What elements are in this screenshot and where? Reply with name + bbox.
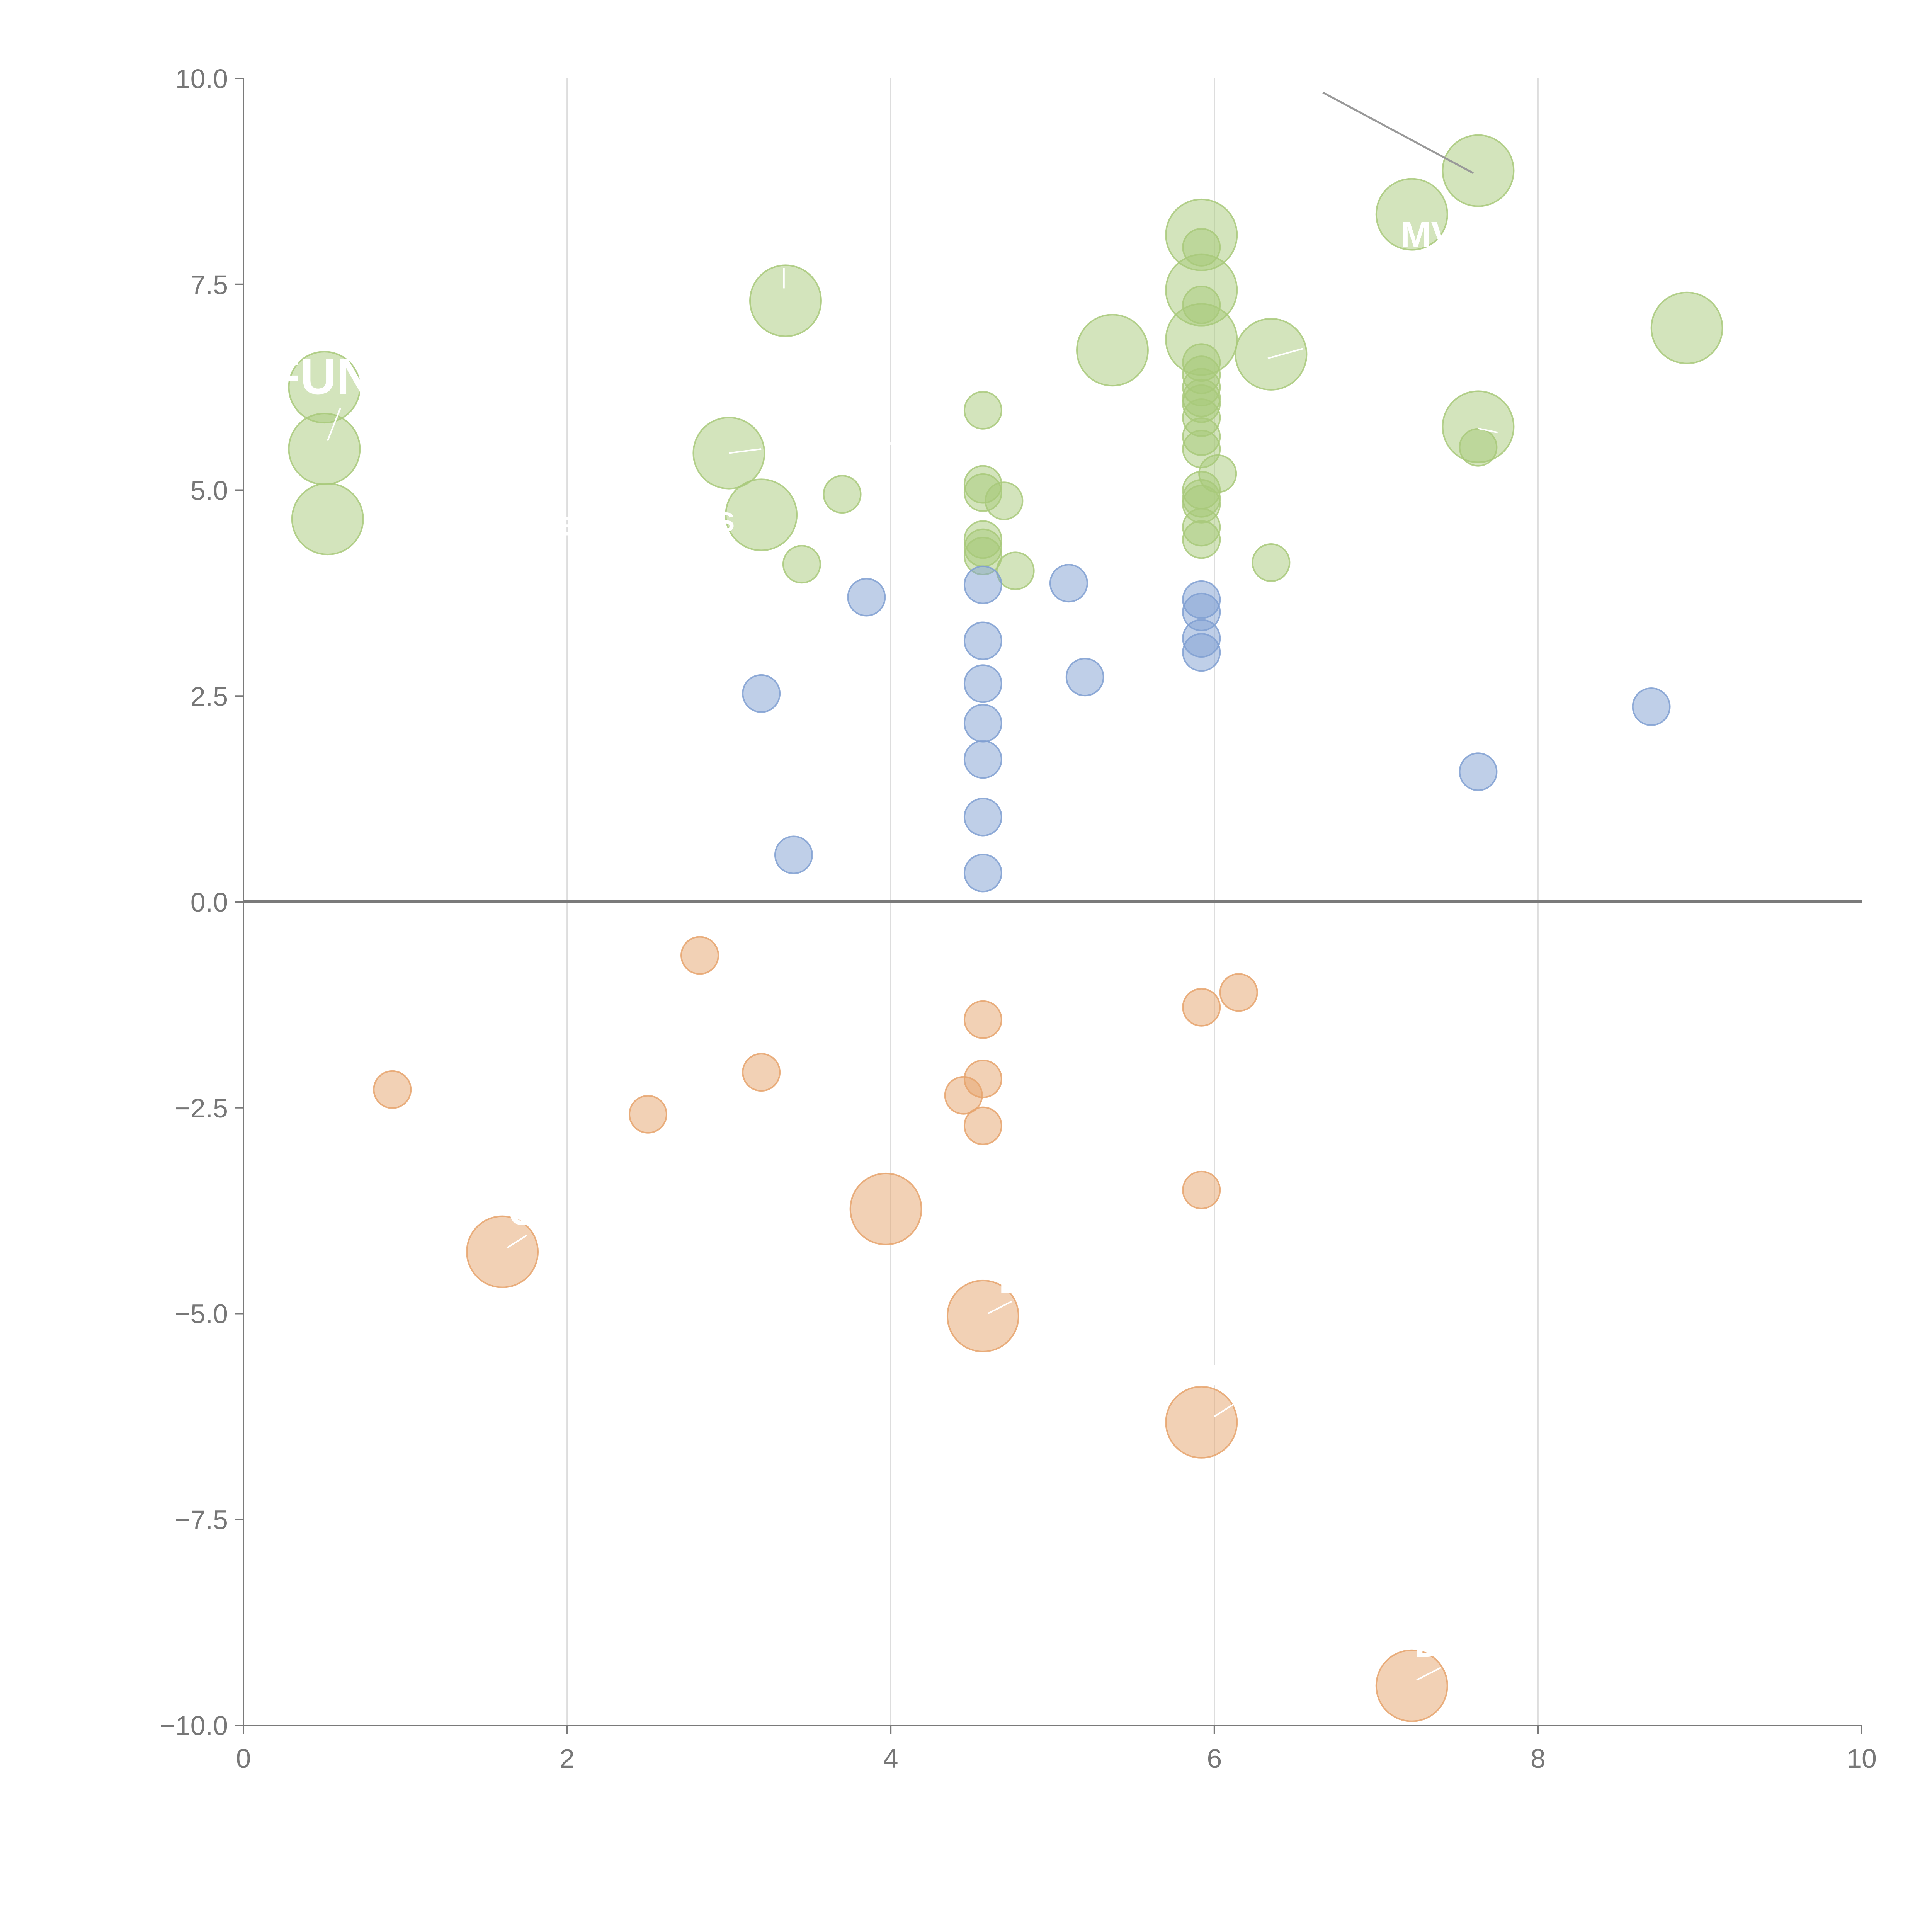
data-point-low <box>1049 564 1088 603</box>
label-connector <box>987 1300 1013 1315</box>
data-point-negative <box>1182 1170 1221 1209</box>
point-label: C <box>1209 1355 1236 1396</box>
data-point-high <box>1442 134 1515 207</box>
y-tick-label: 10.0 <box>175 64 228 94</box>
data-point-negative <box>1165 1386 1238 1459</box>
point-label: C <box>509 1192 535 1233</box>
data-point-negative <box>963 1060 1002 1099</box>
data-point-low <box>742 674 781 713</box>
data-point-high <box>749 264 822 337</box>
data-point-negative <box>373 1070 412 1109</box>
x-tick-label: 4 <box>883 1743 898 1774</box>
point-label: MV <box>1400 214 1456 255</box>
data-point-low <box>847 578 886 617</box>
data-point-negative <box>946 1279 1019 1352</box>
data-point-negative <box>849 1172 922 1245</box>
axes: 0 2 4 6 8 10 10.0 7.5 5.0 2.5 0.0 −2.5 −5.0 −7.5 −10.0 <box>160 64 1877 1774</box>
y-tick-label: 7.5 <box>190 270 228 300</box>
data-point-low <box>963 798 1002 837</box>
label-connector <box>1478 427 1498 434</box>
data-point-negative <box>963 1000 1002 1039</box>
data-point-high <box>996 551 1035 590</box>
x-tick-label: 8 <box>1531 1743 1546 1774</box>
data-point-negative <box>629 1095 667 1134</box>
point-label: D <box>999 1260 1026 1301</box>
data-point-high <box>1650 291 1723 364</box>
leader-line <box>1322 92 1474 174</box>
point-label: C <box>541 1185 561 1215</box>
data-point-low <box>963 621 1002 660</box>
y-tick-label: 2.5 <box>190 681 228 711</box>
data-point-high <box>725 478 798 551</box>
data-point-low <box>963 740 1002 779</box>
data-point-high <box>985 481 1024 520</box>
point-label: E <box>874 420 892 451</box>
data-point-high <box>1252 543 1291 582</box>
data-point-negative <box>1375 1649 1448 1722</box>
data-point-high <box>1076 314 1149 387</box>
data-point-negative <box>680 936 719 975</box>
data-point-low <box>774 835 813 874</box>
y-tick-label: 0.0 <box>190 887 228 917</box>
point-label: S <box>717 507 735 537</box>
data-point-low <box>963 704 1002 743</box>
y-tick-label: −7.5 <box>175 1505 228 1535</box>
data-point-high <box>963 391 1002 430</box>
x-tick-label: 2 <box>560 1743 575 1774</box>
data-point-negative <box>963 1106 1002 1145</box>
data-point-high <box>1182 520 1221 559</box>
data-point-high <box>288 412 361 485</box>
label-connector <box>1267 348 1304 359</box>
y-tick-label: −5.0 <box>175 1299 228 1329</box>
data-point-low <box>1065 658 1104 697</box>
label-connector <box>327 407 342 441</box>
data-point-high <box>1375 178 1448 251</box>
y-tick-label: −2.5 <box>175 1093 228 1123</box>
point-label: S <box>1192 169 1211 199</box>
x-tick-label: 6 <box>1207 1743 1222 1774</box>
label-connector <box>1214 1403 1235 1417</box>
label-connector <box>1416 1667 1442 1681</box>
data-point-low <box>1632 687 1671 726</box>
data-point-low <box>1182 633 1221 672</box>
y-tick-label: −10.0 <box>160 1711 228 1741</box>
point-label: FUN <box>269 348 372 405</box>
data-point-high <box>291 483 364 556</box>
data-points <box>288 134 1723 1722</box>
data-point-negative <box>742 1053 781 1092</box>
x-tick-label: 0 <box>236 1743 251 1774</box>
label-connector <box>507 1235 527 1248</box>
data-point-high <box>782 545 821 584</box>
point-label: D <box>1415 1624 1441 1665</box>
data-point-low <box>963 565 1002 604</box>
data-point-high <box>1459 428 1498 467</box>
data-point-low <box>963 854 1002 893</box>
data-point-high <box>1235 318 1308 391</box>
data-point-negative <box>1182 988 1221 1027</box>
data-point-negative <box>466 1215 539 1288</box>
x-tick-label: 10 <box>1847 1743 1877 1774</box>
data-point-low <box>963 664 1002 703</box>
point-label: E <box>558 511 576 541</box>
data-point-high <box>823 475 862 514</box>
y-tick-label: 5.0 <box>190 476 228 506</box>
data-point-negative <box>1219 973 1258 1012</box>
point-label: V <box>852 1153 871 1184</box>
label-connector <box>729 448 762 454</box>
data-point-low <box>1459 752 1498 791</box>
